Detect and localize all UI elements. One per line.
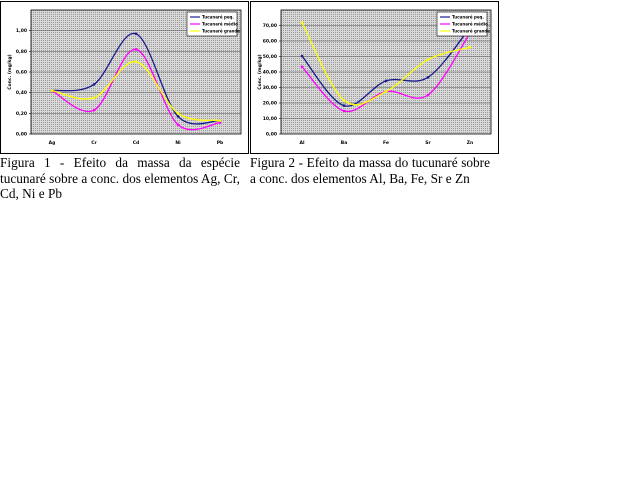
data-point (134, 60, 138, 63)
data-point (176, 115, 180, 118)
data-point (300, 21, 304, 24)
y-tick-label: 0,80 (16, 49, 27, 55)
x-tick-label: Ag (49, 140, 56, 146)
x-tick-label: Zn (467, 140, 473, 146)
data-point (92, 83, 96, 86)
y-tick-label: 0,00 (16, 132, 27, 138)
legend-label: Tucunaré grande (202, 29, 240, 34)
chart-1-svg: 0,00 0,20 0,40 0,60 0,80 1,00 Conc. (mg/kg) Ag C… (7, 9, 242, 146)
y-tick-label: 0,40 (16, 90, 27, 96)
data-point (384, 90, 388, 93)
legend-label: Tucunaré médio (202, 22, 238, 27)
y-tick-label: 70,00 (263, 23, 277, 29)
legend-label: Tucunaré peq. (452, 15, 484, 20)
y-tick-label: 40,00 (263, 70, 277, 76)
y-tick-label: 20,00 (263, 101, 277, 107)
data-point (342, 99, 346, 102)
legend-label: Tucunaré peq. (202, 15, 234, 20)
data-point (134, 47, 138, 51)
data-point (468, 45, 472, 49)
y-tick-label: 60,00 (263, 39, 277, 45)
data-point (92, 108, 96, 112)
data-point (50, 89, 54, 92)
x-tick-label: Cr (91, 140, 97, 146)
data-point (426, 76, 430, 79)
chart-2-svg: 0,00 10,00 20,00 30,00 40,00 50,00 60,00 70,00 C… (257, 9, 492, 146)
y-tick-label: 50,00 (263, 54, 277, 60)
data-point (176, 123, 180, 126)
y-axis-label: Conc. (mg/kg) (257, 54, 263, 89)
y-tick-label: 1,00 (16, 28, 27, 34)
legend-label: Tucunaré médio (452, 22, 488, 27)
data-point (426, 93, 430, 97)
y-tick-label: 30,00 (263, 85, 277, 91)
y-tick-label: 0,00 (266, 132, 277, 138)
chart-1: 0,00 0,20 0,40 0,60 0,80 1,00 Conc. (mg/kg) Ag C… (0, 1, 249, 154)
x-tick-label: Al (299, 140, 304, 146)
data-point (426, 58, 430, 61)
y-tick-label: 0,60 (16, 70, 27, 76)
data-point (92, 96, 96, 100)
x-tick-label: Ni (175, 140, 181, 146)
x-tick-label: Cd (133, 140, 140, 146)
y-tick-label: 0,20 (16, 111, 27, 117)
legend-label: Tucunaré grande (452, 29, 490, 34)
figure-2-caption: Figura 2 - Efeito da massa do tucunaré s… (250, 155, 490, 186)
data-point (300, 54, 304, 58)
data-point (300, 65, 304, 68)
chart-2: 0,00 10,00 20,00 30,00 40,00 50,00 60,00 70,00 C… (250, 1, 499, 154)
x-tick-label: Sr (425, 140, 431, 146)
data-point (342, 109, 346, 113)
x-tick-label: Pb (217, 140, 224, 146)
x-tick-label: Ba (341, 140, 347, 146)
x-tick-label: Fe (383, 140, 389, 146)
data-point (176, 112, 180, 115)
data-point (218, 119, 222, 122)
data-point (134, 32, 138, 36)
data-point (218, 121, 222, 124)
data-point (342, 104, 346, 107)
y-tick-label: 10,00 (263, 116, 277, 122)
data-point (384, 79, 388, 83)
y-axis-label: Conc. (mg/kg) (7, 54, 13, 89)
figure-1-caption: Figura 1 - Efeito da massa da espécie tu… (0, 155, 240, 201)
